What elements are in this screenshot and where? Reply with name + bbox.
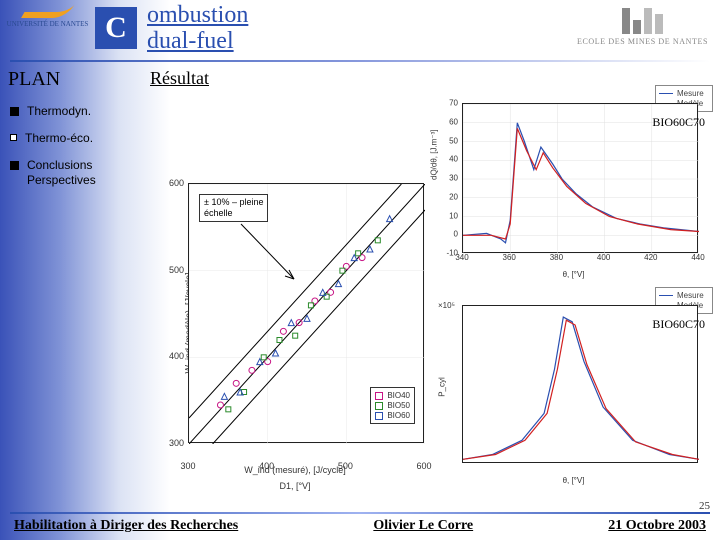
chart-tr-yticks: -10010203040506070: [440, 103, 460, 253]
chart-bl-annotation2: D1, [°V]: [279, 481, 310, 491]
footer-right: 21 Octobre 2003: [608, 518, 706, 534]
bullet-icon: [10, 161, 19, 170]
title-text: ombustiondual-fuel: [147, 2, 248, 55]
content-area: MesureModèle -10010203040506070 dQ/dθ, […: [150, 95, 715, 500]
footer: Habilitation à Diriger des Recherches Ol…: [0, 512, 720, 540]
chart-bl-yticks: 300400500600: [164, 183, 186, 443]
section-subtitle: Résultat: [150, 68, 209, 89]
plan-title: PLAN: [8, 68, 60, 91]
bullet-icon: [10, 107, 19, 116]
nav-item-label: ConclusionsPerspectives: [27, 158, 96, 188]
label-bio-1: BIO60C70: [652, 115, 705, 130]
bars-icon: [577, 6, 708, 34]
slide-title: C ombustiondual-fuel: [95, 0, 248, 55]
chart-bl-legend: BIO40BIO50BIO60: [370, 387, 415, 424]
plan-nav: Thermodyn. Thermo-éco. ConclusionsPerspe…: [10, 104, 140, 200]
nav-item[interactable]: Thermo-éco.: [10, 131, 140, 146]
logo-mines: ECOLE DES MINES DE NANTES: [577, 6, 708, 46]
chart-parity: W_ind (modèle), [J/cycle] 300400500600 ±…: [150, 173, 440, 473]
nav-item[interactable]: ConclusionsPerspectives: [10, 158, 140, 188]
header-divider: [10, 60, 710, 62]
logo-nantes: UNIVERSITÉ DE NANTES: [0, 0, 95, 32]
logo-nantes-text: UNIVERSITÉ DE NANTES: [7, 20, 89, 28]
bullet-icon: [10, 134, 17, 141]
chart-br-xlabel: θ, [°V]: [563, 476, 585, 485]
footer-divider: [10, 512, 710, 514]
page-number: 25: [699, 500, 710, 512]
nav-item-label: Thermo-éco.: [25, 131, 93, 146]
label-bio-2: BIO60C70: [652, 317, 705, 332]
chart-bl-panel: ± 10% – pleineéchelle BIO40BIO50BIO60: [188, 183, 424, 443]
logo-mines-text: ECOLE DES MINES DE NANTES: [577, 37, 708, 46]
footer-center: Olivier Le Corre: [373, 518, 473, 534]
chart-tr-xticks: 340360380400420440: [462, 253, 698, 267]
chart-tr-xlabel: θ, [°V]: [563, 270, 585, 279]
chart-heat-release: MesureModèle -10010203040506070 dQ/dθ, […: [436, 85, 711, 275]
footer-left: Habilitation à Diriger des Recherches: [14, 518, 238, 534]
header: UNIVERSITÉ DE NANTES C ombustiondual-fue…: [0, 0, 720, 60]
nav-item[interactable]: Thermodyn.: [10, 104, 140, 119]
title-letter-box: C: [95, 7, 137, 49]
chart-bl-annotation: ± 10% – pleineéchelle: [199, 194, 268, 222]
swoosh-icon: [20, 4, 74, 18]
chart-br-yexp: ×10⁵: [438, 301, 455, 310]
nav-item-label: Thermodyn.: [27, 104, 91, 119]
chart-bl-xlabel: W_ind (mesuré), [J/cycle]: [244, 465, 346, 475]
